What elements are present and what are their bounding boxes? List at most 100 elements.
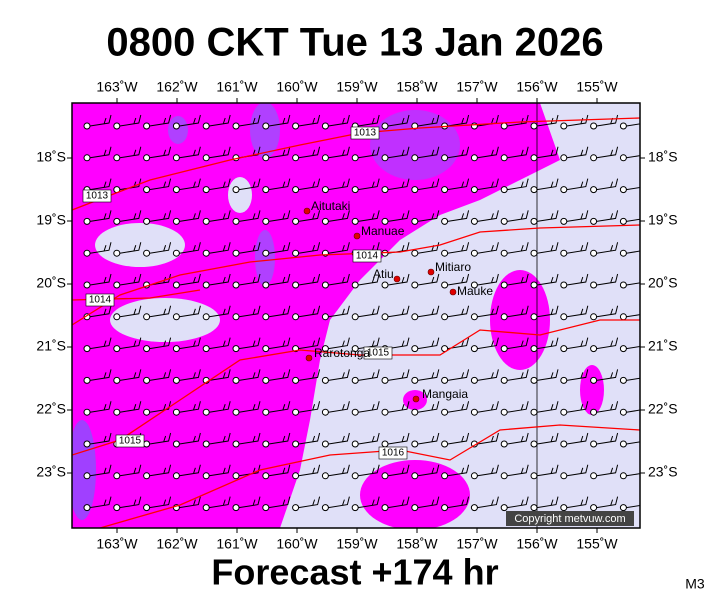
station (411, 249, 419, 257)
wind-barb (89, 337, 112, 350)
wind-barb (358, 146, 380, 159)
station (441, 186, 449, 194)
heavy-precip (250, 103, 280, 158)
wind-barb (596, 401, 619, 413)
station (590, 122, 598, 130)
wind-barb (149, 337, 172, 350)
station (232, 504, 240, 512)
wind-barb (417, 496, 440, 509)
wind-barb (238, 114, 261, 127)
station (441, 440, 449, 448)
station (441, 249, 449, 257)
wind-barb (358, 369, 380, 381)
station (292, 504, 300, 512)
wind-barb (209, 464, 231, 477)
station (530, 313, 538, 321)
wind-barb (626, 409, 640, 413)
wind-barb (89, 242, 112, 254)
station (113, 154, 121, 162)
wind-barb (209, 496, 231, 509)
wind-barb (536, 432, 559, 445)
wind-barb (328, 210, 350, 222)
station (83, 472, 91, 480)
wind-barb (566, 401, 589, 413)
copyright-box (506, 511, 634, 526)
station (411, 154, 419, 162)
lat-label: 21˚S (36, 338, 66, 354)
station (530, 281, 538, 289)
wind-barb (417, 432, 440, 445)
title: 0800 CKT Tue 13 Jan 2026 (106, 21, 603, 65)
station (619, 504, 627, 512)
wind-barb (328, 273, 350, 286)
station (232, 345, 240, 353)
wind-barb (268, 496, 291, 509)
station (381, 186, 389, 194)
wind-barb (566, 464, 589, 477)
wind-barb (209, 337, 231, 350)
station (619, 440, 627, 448)
wind-barb (596, 432, 619, 445)
place-name: Mitiaro (435, 260, 471, 274)
wind-barb (447, 114, 470, 127)
wind-barb (477, 369, 499, 381)
lon-label: 161˚W (216, 536, 258, 552)
wind-barb (149, 432, 172, 445)
station (441, 408, 449, 416)
isobar-label: 1015 (367, 348, 390, 359)
wind-barb (179, 114, 201, 127)
wind-barb (417, 114, 440, 127)
heavy-precip (168, 116, 188, 144)
station (292, 376, 300, 384)
wind-barb (268, 146, 291, 159)
station (172, 122, 180, 130)
station (560, 408, 568, 416)
wind-barb (149, 464, 172, 477)
station (441, 313, 449, 321)
wind-barb (387, 401, 410, 413)
station (441, 281, 449, 289)
lon-label: 155˚W (576, 79, 618, 95)
station (351, 408, 359, 416)
wind-barb (626, 218, 640, 222)
station (172, 249, 180, 257)
station (143, 186, 151, 194)
station (351, 440, 359, 448)
wind-barb (119, 146, 142, 159)
wind-barb (268, 337, 291, 350)
station (351, 313, 359, 321)
station (83, 281, 91, 289)
wind-barb (387, 273, 410, 286)
wind-barb (477, 273, 499, 286)
wind-barb (536, 337, 559, 350)
station (470, 376, 478, 384)
lat-label: 23˚S (648, 464, 678, 480)
wind-barb (358, 496, 380, 509)
station (560, 472, 568, 480)
wind-barb (298, 401, 321, 413)
lon-label: 156˚W (516, 79, 558, 95)
wind-barb (447, 305, 470, 318)
station (470, 154, 478, 162)
station (83, 345, 91, 353)
station (232, 186, 240, 194)
wind-barb (268, 464, 291, 477)
wind-barb (477, 496, 499, 509)
station (143, 440, 151, 448)
clear-region (110, 298, 220, 342)
station (172, 281, 180, 289)
wind-barb (596, 210, 619, 222)
wind-barb (507, 369, 529, 381)
wind-barb (298, 242, 321, 254)
isobar-label-box (352, 249, 382, 263)
wind-barb (238, 178, 261, 191)
station (113, 249, 121, 257)
station (381, 154, 389, 162)
wind-barb (536, 464, 559, 477)
station (113, 345, 121, 353)
isobar-label: 1013 (86, 191, 109, 202)
wind-barb (566, 178, 589, 191)
station (172, 472, 180, 480)
isobar-label-box (378, 446, 408, 460)
wind-barb (566, 242, 589, 254)
